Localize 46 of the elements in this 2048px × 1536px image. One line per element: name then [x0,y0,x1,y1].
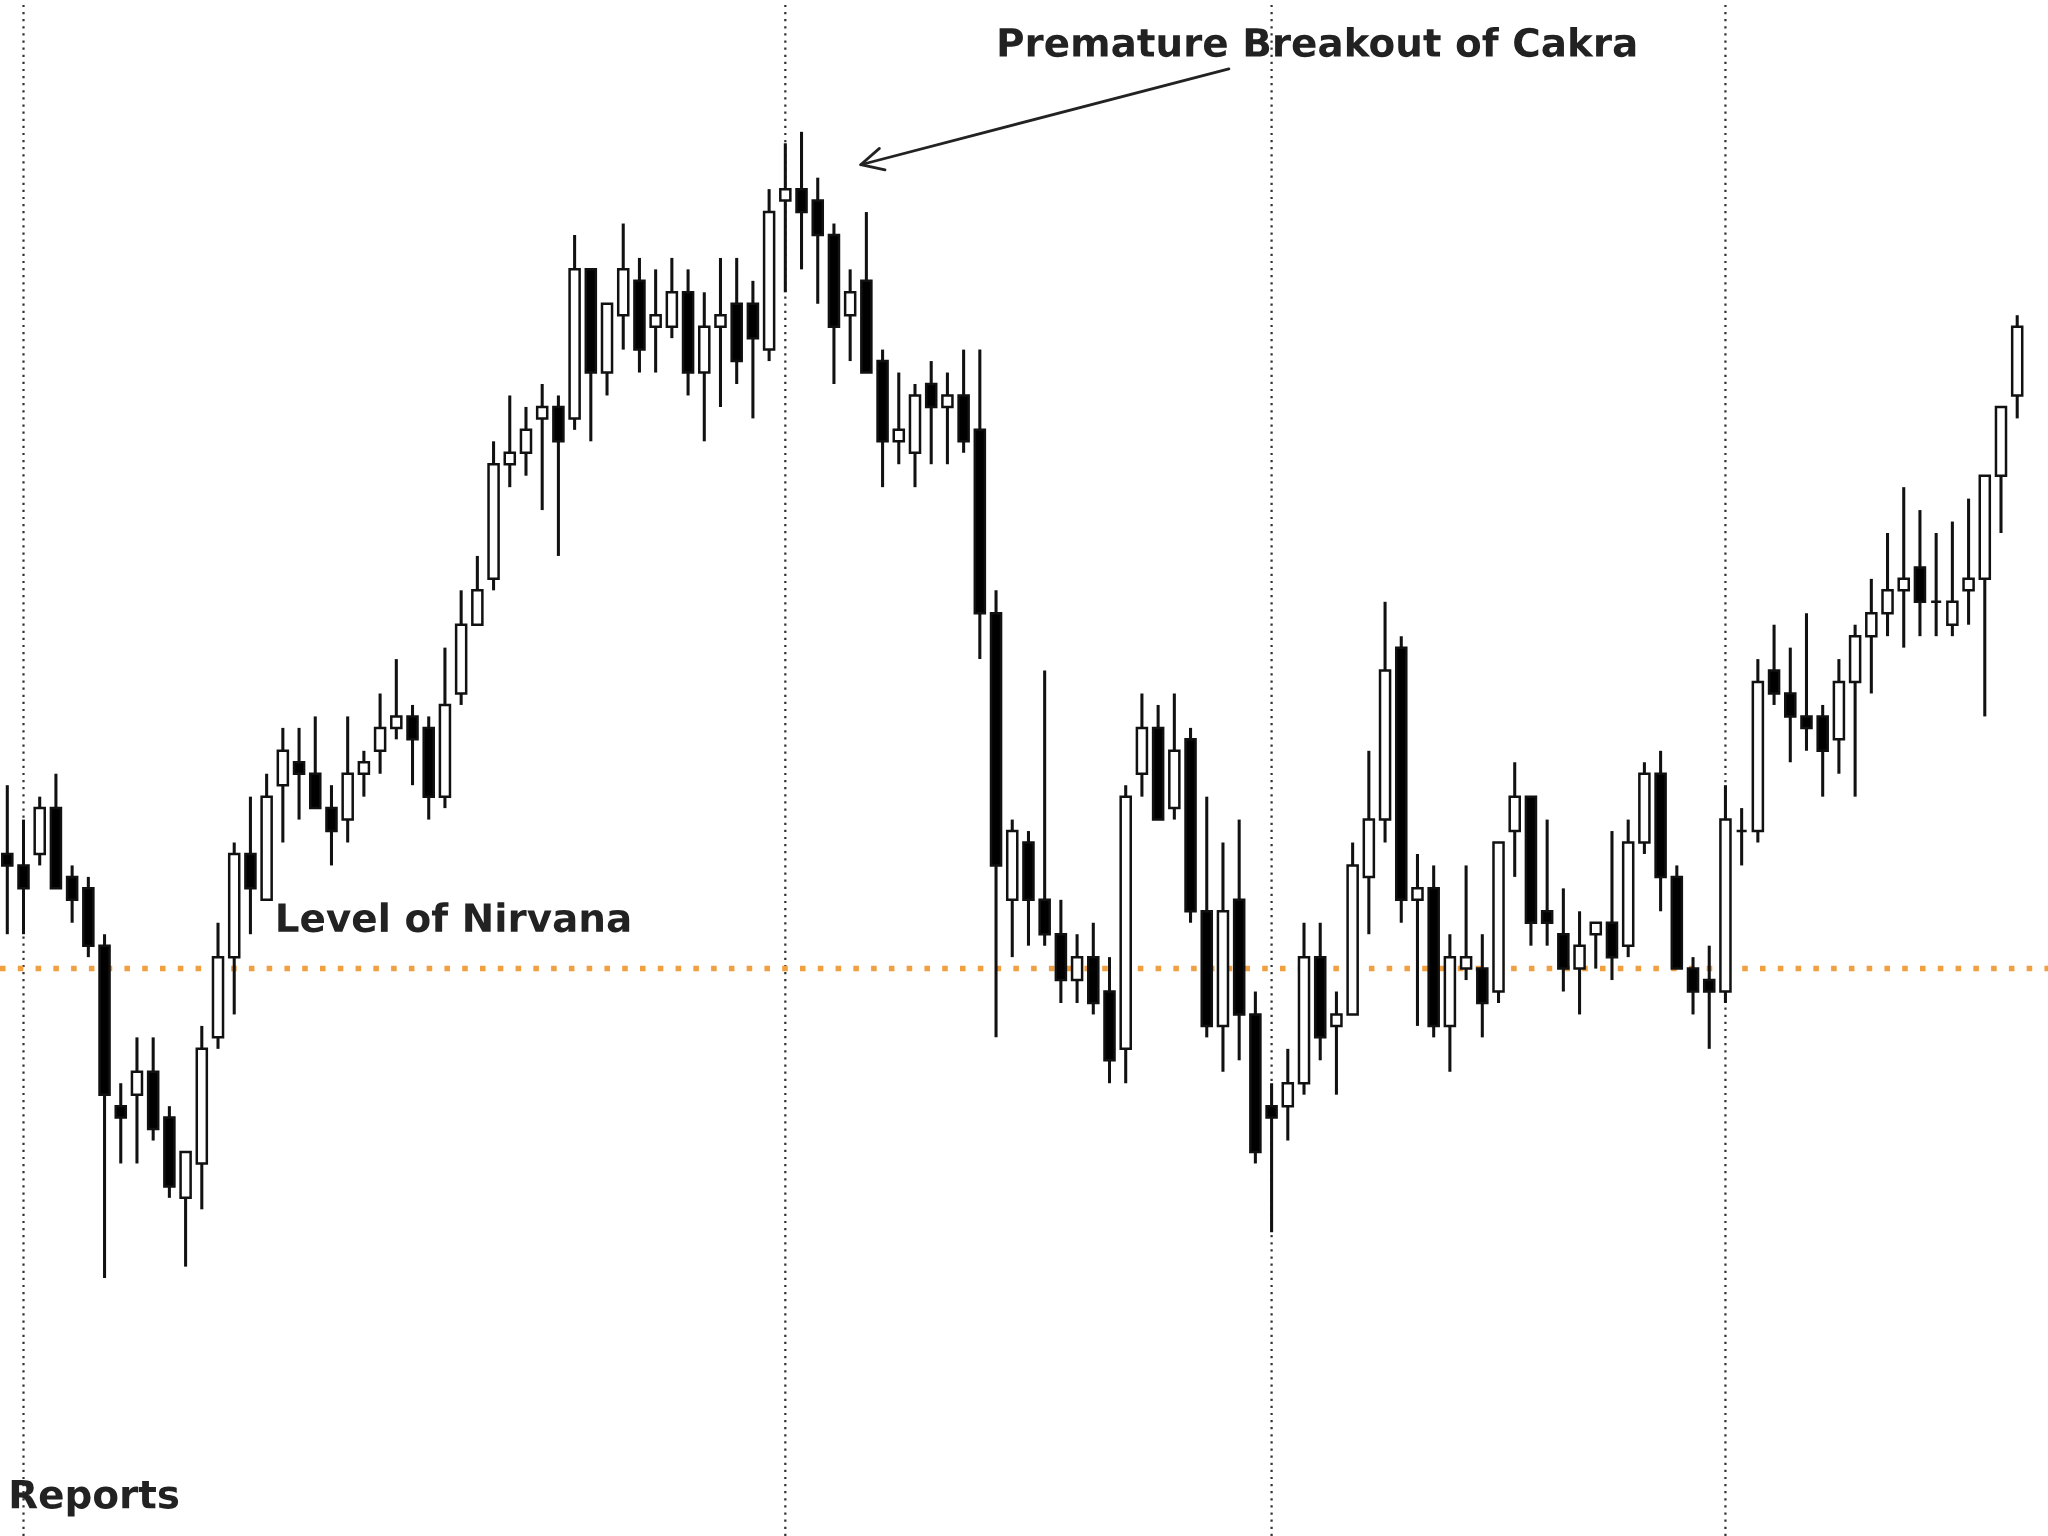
candlestick [1962,498,1975,625]
candlestick [1459,865,1473,982]
candlestick [292,726,306,820]
candlestick [1281,1047,1295,1141]
candlestick [1784,647,1797,763]
candlestick [373,693,387,774]
candlestick [1330,991,1343,1095]
candlestick [1702,945,1716,1049]
candlestick [1411,853,1424,1026]
candlestick [843,269,857,363]
candlestick [390,659,403,740]
candlestick [1589,921,1603,969]
candlestick [1767,624,1781,705]
candlestick [1573,911,1586,1015]
candlestick [649,269,662,373]
candlestick [924,361,938,465]
candlestick [1800,613,1813,751]
candlestick [406,703,419,787]
candlestick [892,372,906,465]
candlestick [130,1037,144,1164]
candlestick [503,395,517,489]
text: Premature Breakout of Cakra [999,27,1636,58]
candlestick [535,384,549,512]
candlestick [1881,533,1894,638]
candlestick [1946,521,1959,638]
candlestick [65,865,79,923]
candlestick [114,1083,128,1164]
candlestick [1,785,14,936]
candlestick [1686,957,1700,1015]
text: Reports [11,1479,179,1517]
candlestick [1929,533,1943,638]
candlestick [17,819,30,936]
candlestick [795,130,808,270]
candlestick [1897,487,1911,648]
candlestick [779,143,792,293]
candlestick [519,405,533,476]
ref-line-label: Level of Nirvana [278,902,630,933]
candlestick [714,257,727,407]
candlestick [1865,577,1878,694]
candlestick [941,372,954,465]
candlestick [1070,934,1084,1003]
candlestick [1540,819,1554,946]
candlestick [357,749,371,797]
candlestick [1735,808,1748,866]
candlestick [325,785,338,866]
candlestick [1265,1083,1278,1233]
